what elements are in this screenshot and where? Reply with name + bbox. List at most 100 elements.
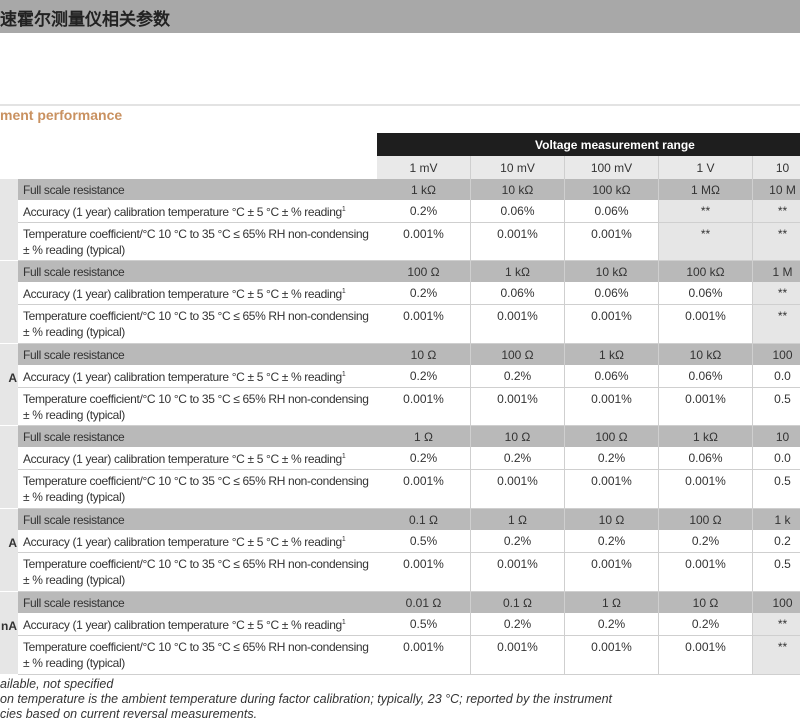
accuracy-value: 0.06%: [659, 447, 753, 470]
tempco-value: **: [753, 636, 800, 675]
footnote-marker: 1: [341, 619, 346, 626]
accuracy-text: Accuracy (1 year) calibration temperatur…: [23, 618, 342, 632]
row-label-accuracy: Accuracy (1 year) calibration temperatur…: [18, 365, 377, 388]
current-range-label: [0, 179, 18, 260]
accuracy-value: 0.06%: [471, 200, 565, 223]
full-scale-value: 1 Ω: [565, 592, 659, 613]
tempco-line1: Temperature coefficient/°C 10 °C to 35 °…: [23, 640, 369, 654]
row-label-tempco: Temperature coefficient/°C 10 °C to 35 °…: [18, 636, 377, 675]
tempco-value: 0.001%: [377, 388, 471, 426]
accuracy-value: 0.2: [753, 530, 800, 553]
row-label-full-scale: Full scale resistance: [18, 509, 377, 530]
full-scale-value: 0.1 Ω: [377, 509, 471, 530]
tempco-value: **: [659, 223, 753, 261]
accuracy-value: 0.06%: [565, 365, 659, 388]
tempco-value: 0.001%: [565, 388, 659, 426]
full-scale-value: 10 Ω: [659, 592, 753, 613]
tempco-value: 0.001%: [659, 305, 753, 344]
tempco-value: 0.001%: [659, 553, 753, 592]
current-range-label: A: [0, 509, 18, 591]
accuracy-value: 0.2%: [377, 365, 471, 388]
full-scale-value: 10 Ω: [565, 509, 659, 530]
tempco-line2: ± % reading (typical): [23, 325, 125, 339]
current-range-label: nA: [0, 592, 18, 674]
accuracy-value: 0.2%: [471, 447, 565, 470]
tempco-value: 0.001%: [659, 636, 753, 675]
tempco-value: 0.001%: [565, 553, 659, 592]
accuracy-text: Accuracy (1 year) calibration temperatur…: [23, 452, 342, 466]
column-header: 100 mV: [565, 156, 659, 179]
accuracy-text: Accuracy (1 year) calibration temperatur…: [23, 287, 342, 301]
accuracy-value: 0.2%: [377, 200, 471, 223]
tempco-value: 0.001%: [471, 636, 565, 675]
row-label-accuracy: Accuracy (1 year) calibration temperatur…: [18, 530, 377, 553]
footnote-3: cies based on current reversal measureme…: [0, 707, 258, 721]
footnote-marker: 1: [341, 206, 346, 213]
accuracy-value: 0.2%: [471, 613, 565, 636]
accuracy-value: 0.2%: [377, 282, 471, 305]
accuracy-value: **: [659, 200, 753, 223]
footnote-marker: 1: [341, 453, 346, 460]
tempco-value: 0.001%: [377, 553, 471, 592]
accuracy-value: 0.0: [753, 365, 800, 388]
row-label-tempco: Temperature coefficient/°C 10 °C to 35 °…: [18, 223, 377, 261]
tempco-line1: Temperature coefficient/°C 10 °C to 35 °…: [23, 309, 369, 323]
full-scale-value: 1 MΩ: [659, 179, 753, 200]
full-scale-value: 100 kΩ: [565, 179, 659, 200]
accuracy-value: 0.2%: [565, 447, 659, 470]
accuracy-value: 0.5%: [377, 530, 471, 553]
accuracy-value: **: [753, 282, 800, 305]
full-scale-value: 100 Ω: [377, 261, 471, 282]
full-scale-value: 10 kΩ: [565, 261, 659, 282]
row-label-full-scale: Full scale resistance: [18, 261, 377, 282]
row-label-full-scale: Full scale resistance: [18, 344, 377, 365]
column-header: 10: [753, 156, 800, 179]
divider: [0, 104, 800, 106]
accuracy-value: 0.2%: [659, 530, 753, 553]
accuracy-value: 0.06%: [565, 282, 659, 305]
tempco-value: 0.001%: [377, 305, 471, 344]
full-scale-value: 10 Ω: [471, 426, 565, 447]
row-label-accuracy: Accuracy (1 year) calibration temperatur…: [18, 200, 377, 223]
row-label-tempco: Temperature coefficient/°C 10 °C to 35 °…: [18, 388, 377, 426]
accuracy-text: Accuracy (1 year) calibration temperatur…: [23, 535, 342, 549]
accuracy-value: 0.2%: [565, 613, 659, 636]
footnote-marker: 1: [341, 371, 346, 378]
accuracy-text: Accuracy (1 year) calibration temperatur…: [23, 205, 342, 219]
tempco-line2: ± % reading (typical): [23, 573, 125, 587]
tempco-line2: ± % reading (typical): [23, 408, 125, 422]
tempco-value: 0.001%: [471, 388, 565, 426]
current-range-text: nA: [1, 619, 17, 633]
row-label-full-scale: Full scale resistance: [18, 179, 377, 200]
tempco-value: 0.001%: [471, 470, 565, 509]
current-range-label: [0, 426, 18, 508]
accuracy-value: **: [753, 613, 800, 636]
full-scale-value: 0.1 Ω: [471, 592, 565, 613]
tempco-value: 0.001%: [565, 470, 659, 509]
tempco-value: 0.001%: [377, 636, 471, 675]
tempco-line1: Temperature coefficient/°C 10 °C to 35 °…: [23, 557, 369, 571]
row-label-full-scale: Full scale resistance: [18, 426, 377, 447]
tempco-value: 0.001%: [565, 305, 659, 344]
row-label-accuracy: Accuracy (1 year) calibration temperatur…: [18, 613, 377, 636]
full-scale-value: 10 M: [753, 179, 800, 200]
full-scale-value: 100: [753, 592, 800, 613]
accuracy-text: Accuracy (1 year) calibration temperatur…: [23, 370, 342, 384]
full-scale-value: 1 kΩ: [659, 426, 753, 447]
full-scale-value: 1 Ω: [471, 509, 565, 530]
full-scale-value: 0.01 Ω: [377, 592, 471, 613]
accuracy-value: 0.06%: [565, 200, 659, 223]
full-scale-value: 10 Ω: [377, 344, 471, 365]
full-scale-value: 10: [753, 426, 800, 447]
tempco-line2: ± % reading (typical): [23, 243, 125, 257]
current-range-text: A: [8, 536, 17, 550]
row-label-tempco: Temperature coefficient/°C 10 °C to 35 °…: [18, 470, 377, 509]
accuracy-value: 0.2%: [659, 613, 753, 636]
tempco-line2: ± % reading (typical): [23, 656, 125, 670]
full-scale-value: 100 Ω: [471, 344, 565, 365]
tempco-value: 0.001%: [377, 470, 471, 509]
tempco-value: **: [753, 305, 800, 344]
footnote-marker: 1: [341, 288, 346, 295]
column-header: 1 mV: [377, 156, 471, 179]
full-scale-value: 100: [753, 344, 800, 365]
